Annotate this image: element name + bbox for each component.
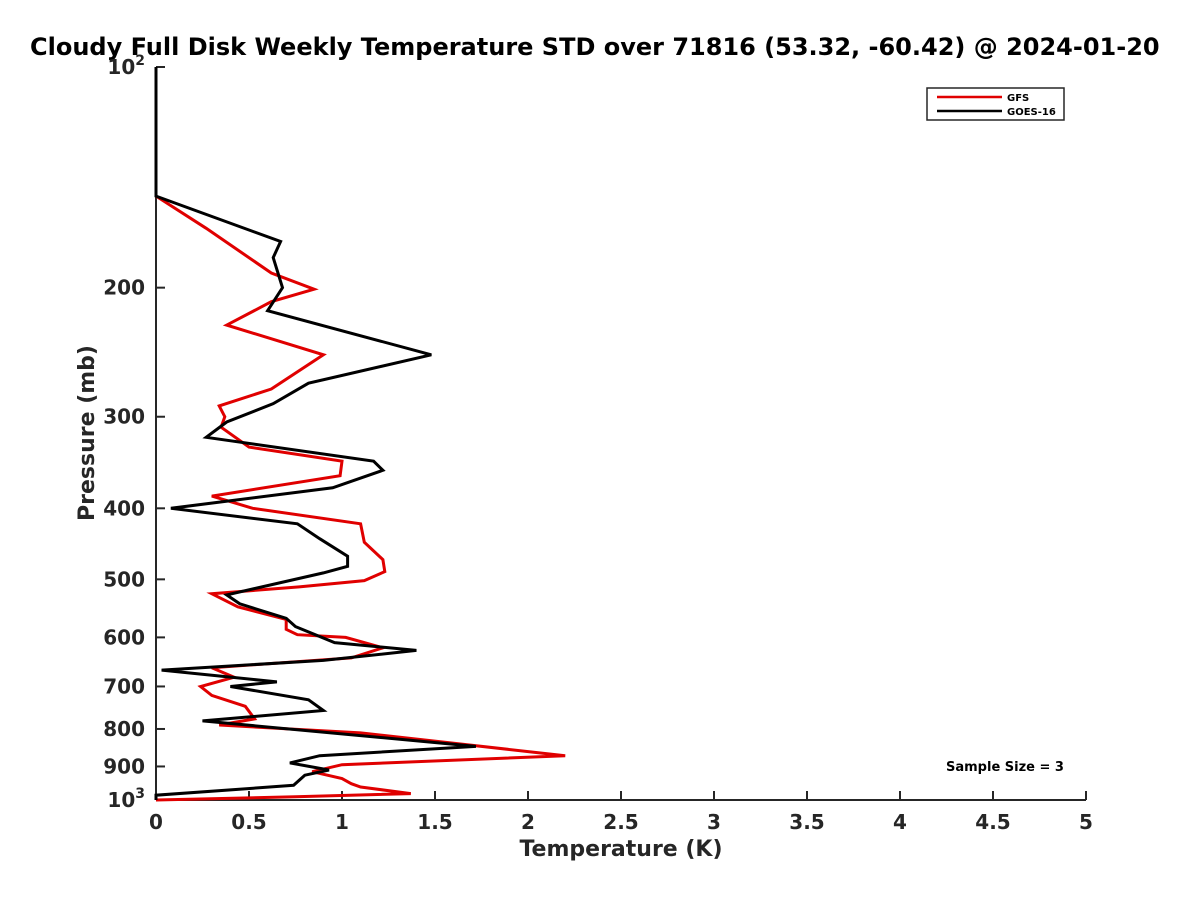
y-tick-label: 700 (103, 674, 145, 698)
legend-label-goes16: GOES-16 (1007, 107, 1056, 118)
y-tick-label: 102 (107, 53, 145, 79)
x-tick-label: 0.5 (231, 810, 266, 834)
y-axis-ticks: 102 200 300 400 500 600 700 800 900 103 (103, 53, 165, 812)
x-tick-label: 4 (893, 810, 907, 834)
x-axis-label: Temperature (K) (519, 837, 722, 862)
legend-box (926, 87, 1065, 121)
y-tick-label: 103 (107, 786, 145, 812)
y-tick-label: 300 (103, 405, 145, 429)
y-tick-label: 200 (103, 276, 145, 300)
x-tick-label: 2.5 (603, 810, 638, 834)
x-tick-label: 1 (335, 810, 349, 834)
y-tick-label: 900 (103, 754, 145, 778)
y-axis-label: Pressure (mb) (75, 345, 100, 521)
y-tick-label: 800 (103, 717, 145, 741)
x-tick-label: 4.5 (975, 810, 1010, 834)
x-tick-label: 3 (707, 810, 721, 834)
x-tick-label: 1.5 (417, 810, 452, 834)
x-tick-label: 0 (149, 810, 163, 834)
x-tick-label: 2 (521, 810, 535, 834)
y-tick-label: 400 (103, 496, 145, 520)
legend-label-gfs: GFS (1007, 93, 1029, 104)
x-tick-label: 5 (1079, 810, 1093, 834)
legend: GFS GOES-16 (926, 87, 1065, 121)
y-tick-label: 500 (103, 567, 145, 591)
sample-size-annotation: Sample Size = 3 (946, 760, 1064, 775)
x-tick-label: 3.5 (789, 810, 824, 834)
series-line-goes16 (154, 67, 477, 800)
x-axis-ticks: 0 0.5 1 1.5 2 2.5 3 3.5 4 4.5 5 (149, 791, 1093, 834)
chart-title: Cloudy Full Disk Weekly Temperature STD … (30, 33, 1160, 61)
y-tick-label: 600 (103, 625, 145, 649)
series-layer (154, 67, 566, 802)
series-line-gfs (154, 67, 566, 802)
